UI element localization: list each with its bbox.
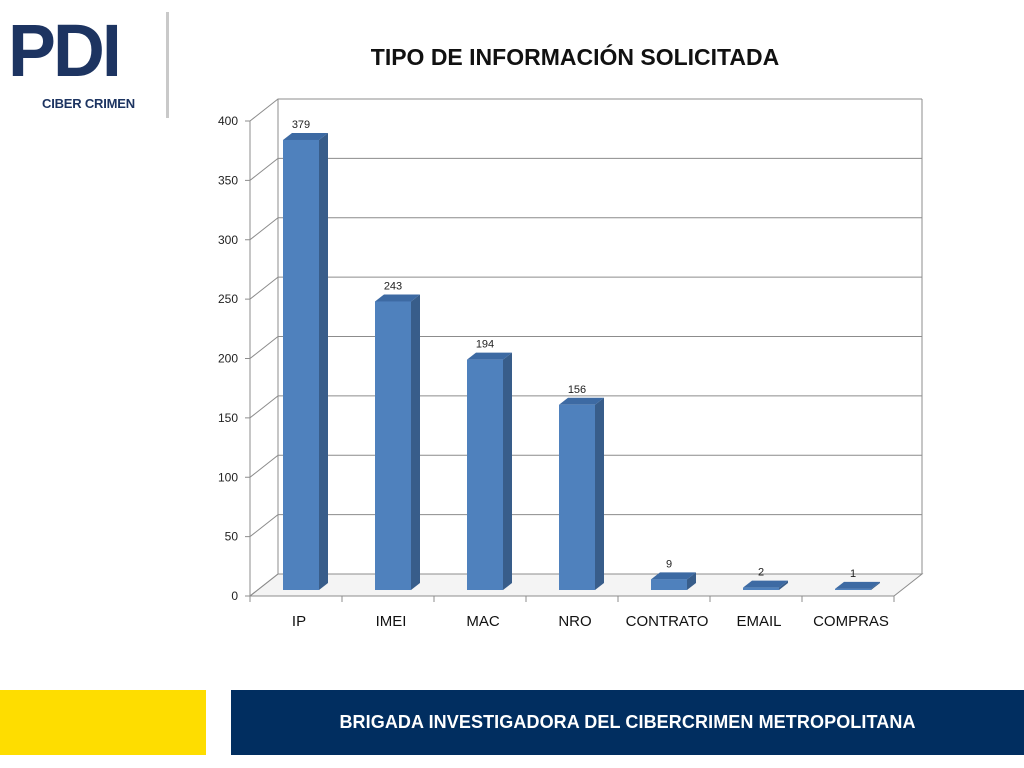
y-tick-label: 300 [218,233,238,247]
logo-mark: PDI [8,9,122,92]
y-tick-label: 250 [218,292,238,306]
x-tick-label-nro: NRO [558,613,591,630]
bar-top [835,581,880,589]
data-label-contrato: 9 [666,558,672,570]
data-label-nro: 156 [568,384,586,396]
bar-side [503,352,512,590]
footer-text: BRIGADA INVESTIGADORA DEL CIBERCRIMEN ME… [339,712,916,732]
x-tick-label-mac: MAC [466,613,500,630]
y-tick-label: 350 [218,173,238,187]
y-tick-label: 100 [218,470,238,484]
gridline [249,157,922,181]
bar-top [375,294,420,302]
bar-side [411,294,420,590]
x-tick-label-email: EMAIL [736,613,781,630]
bar-nro [559,397,604,590]
gridline [249,217,922,241]
bar-front [835,588,871,590]
data-labels: 379 243 194 156 9 2 1 [292,119,856,580]
footer-banner: BRIGADA INVESTIGADORA DEL CIBERCRIMEN ME… [231,690,1024,755]
y-tick-label: 0 [231,589,238,603]
gridline [249,573,922,597]
y-axis-ticks: 0 50 100 150 200 250 300 350 400 [218,114,250,603]
bar-side [687,572,696,590]
bars [283,132,880,590]
gridline [249,98,922,122]
bar-email [743,580,788,590]
gridlines [249,98,922,597]
bar-side [595,397,604,590]
bar-compras [835,581,880,590]
chart-title: TIPO DE INFORMACIÓN SOLICITADA [370,44,780,70]
data-label-mac: 194 [476,339,494,351]
y-tick-label: 150 [218,411,238,425]
x-axis-ticks: IP IMEI MAC NRO CONTRATO EMAIL COMPRAS [249,596,895,630]
y-tick-label: 400 [218,114,238,128]
logo-divider [166,12,169,118]
bar-front [283,139,319,590]
bar-front [375,301,411,590]
x-tick-label-compras: COMPRAS [813,613,889,630]
y-tick-label: 200 [218,352,238,366]
data-label-email: 2 [758,567,764,579]
data-label-ip: 379 [292,119,310,131]
bar-front [467,359,503,590]
x-tick-label-contrato: CONTRATO [626,613,709,630]
bar-top [559,397,604,405]
y-tick-label: 50 [225,530,239,544]
gridline [249,276,922,300]
bar-top [743,580,788,588]
gridline [249,514,922,538]
logo-subtitle: CIBER CRIMEN [42,96,135,111]
pdi-logo: PDI CIBER CRIMEN [0,0,180,125]
x-tick-label-imei: IMEI [376,613,407,630]
bar-front [651,579,687,590]
footer-yellow-block [0,690,206,755]
bar-top [467,352,512,360]
bar-side [871,581,880,590]
bar-contrato [651,572,696,590]
bar-top [283,132,328,140]
gridline [249,336,922,359]
bar-ip [283,132,328,590]
bar-front [743,587,779,590]
gridline [249,454,922,478]
bar-front [559,404,595,590]
data-label-compras: 1 [850,568,856,580]
x-tick-label-ip: IP [292,613,306,630]
bar-side [779,580,788,590]
bar-top [651,572,696,580]
bar-side [319,132,328,590]
data-label-imei: 243 [384,280,402,292]
bar-mac [467,352,512,590]
gridline [249,395,922,419]
bar-imei [375,294,420,590]
